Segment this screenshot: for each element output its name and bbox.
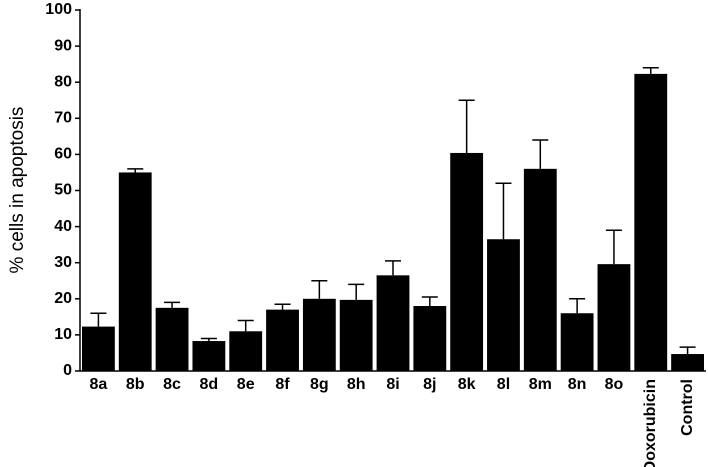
bar <box>597 264 631 371</box>
x-tick-label: Doxorubicin <box>642 379 659 467</box>
x-tick-label: 8k <box>458 376 476 393</box>
bar <box>155 307 189 371</box>
x-tick-label: Control <box>679 379 696 436</box>
y-tick-label: 60 <box>54 146 72 163</box>
y-tick-label: 100 <box>45 1 72 18</box>
x-tick-label: 8e <box>237 376 255 393</box>
bar <box>339 299 373 371</box>
bar <box>413 306 447 371</box>
y-tick-label: 0 <box>63 362 72 379</box>
y-tick-label: 30 <box>54 254 72 271</box>
bar <box>560 313 594 371</box>
bar <box>450 152 484 371</box>
x-tick-label: 8g <box>310 376 329 393</box>
bar <box>634 73 668 371</box>
bar <box>302 298 336 371</box>
y-tick-label: 20 <box>54 290 72 307</box>
y-tick-label: 40 <box>54 218 72 235</box>
y-tick-label: 10 <box>54 326 72 343</box>
bar <box>376 275 410 371</box>
x-tick-label: 8j <box>423 376 436 393</box>
x-tick-label: 8d <box>200 376 219 393</box>
bar <box>266 309 299 371</box>
x-tick-label: 8a <box>90 376 108 393</box>
y-tick-label: 80 <box>54 73 72 90</box>
x-tick-label: 8m <box>529 376 552 393</box>
y-axis-label: % cells in apoptosis <box>7 107 28 274</box>
x-tick-label: 8n <box>568 376 587 393</box>
bar <box>523 168 557 371</box>
bar <box>671 354 704 371</box>
bar <box>192 341 226 371</box>
x-tick-label: 8i <box>386 376 399 393</box>
bar <box>82 326 115 371</box>
x-tick-label: 8f <box>275 376 290 393</box>
x-tick-label: 8b <box>126 376 145 393</box>
bar <box>487 239 520 371</box>
y-tick-label: 90 <box>54 37 72 54</box>
x-tick-label: 8h <box>347 376 366 393</box>
y-tick-label: 50 <box>54 182 72 199</box>
x-tick-label: 8o <box>605 376 624 393</box>
bar <box>229 331 263 371</box>
bar <box>118 172 152 371</box>
x-tick-label: 8l <box>497 376 510 393</box>
x-tick-label: 8c <box>163 376 181 393</box>
y-tick-label: 70 <box>54 110 72 127</box>
